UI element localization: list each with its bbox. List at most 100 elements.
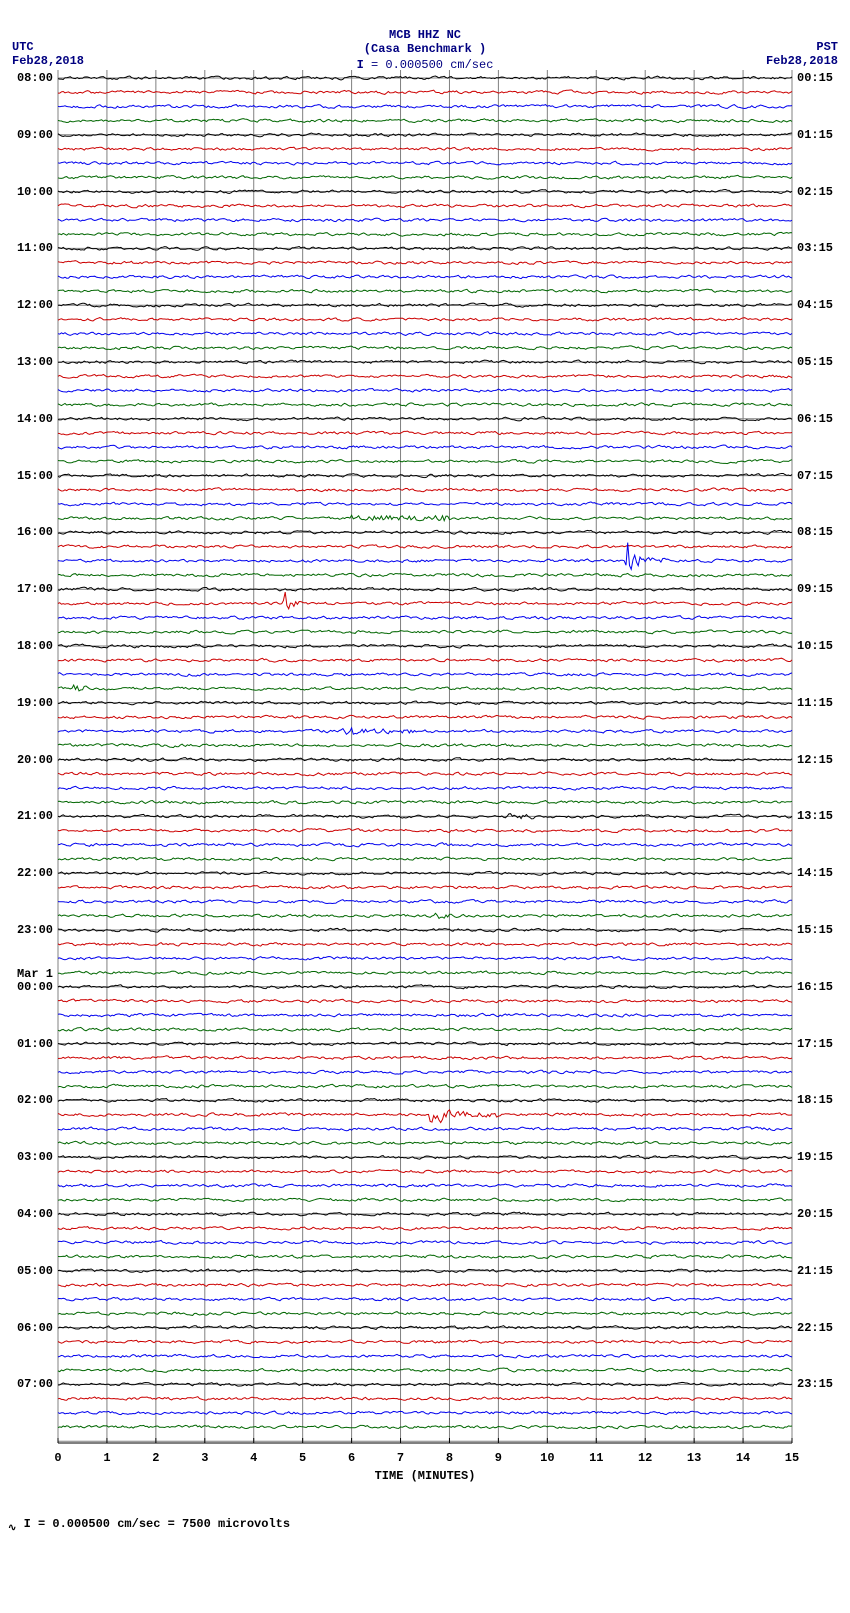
date-rollover-label: Mar 1 (17, 967, 53, 981)
seismogram-trace (58, 1425, 792, 1429)
seismogram-trace (58, 630, 792, 634)
utc-hour-label: 13:00 (17, 355, 53, 369)
utc-hour-label: 22:00 (17, 866, 53, 880)
seismogram-trace (58, 1411, 792, 1415)
seismogram-trace (58, 1013, 792, 1017)
station-line-2: (Casa Benchmark ) (364, 42, 486, 56)
utc-hour-label: 05:00 (17, 1264, 53, 1278)
seismogram-trace (58, 857, 792, 861)
seismogram-trace (58, 374, 792, 378)
utc-hour-label: 21:00 (17, 809, 53, 823)
x-tick-label: 10 (540, 1451, 554, 1465)
utc-hour-label: 17:00 (17, 582, 53, 596)
local-hour-label: 11:15 (797, 696, 833, 710)
seismogram-trace (58, 218, 792, 222)
utc-hour-label: 01:00 (17, 1037, 53, 1051)
seismogram-trace (58, 971, 792, 975)
right-time-axis: 00:1501:1502:1503:1504:1505:1506:1507:15… (795, 70, 850, 1447)
seismogram-trace (58, 1056, 792, 1060)
seismogram-trace (58, 1227, 792, 1231)
seismogram-trace (58, 1110, 792, 1123)
tz-right: PST (816, 40, 838, 54)
seismogram-trace (58, 592, 792, 609)
seismogram-trace (58, 346, 792, 350)
seismogram-trace (58, 999, 792, 1003)
seismogram-trace (58, 459, 792, 463)
utc-hour-label: 09:00 (17, 128, 53, 142)
seismogram-trace (58, 1127, 792, 1131)
local-hour-label: 18:15 (797, 1093, 833, 1107)
x-tick-label: 6 (348, 1451, 355, 1465)
seismogram-trace (58, 90, 792, 94)
utc-hour-label: 16:00 (17, 525, 53, 539)
seismogram-trace (58, 175, 792, 179)
seismogram-trace (58, 105, 792, 109)
seismogram-trace (58, 488, 792, 492)
utc-hour-label: 07:00 (17, 1377, 53, 1391)
local-hour-label: 17:15 (797, 1037, 833, 1051)
seismogram-trace (58, 389, 792, 393)
seismogram-trace (58, 685, 792, 691)
local-hour-label: 05:15 (797, 355, 833, 369)
local-hour-label: 07:15 (797, 469, 833, 483)
seismogram-trace (58, 1255, 792, 1259)
seismogram-trace (58, 616, 792, 620)
date-right: Feb28,2018 (766, 54, 838, 68)
utc-hour-label: 03:00 (17, 1150, 53, 1164)
seismogram-trace (58, 403, 792, 407)
local-hour-label: 00:15 (797, 71, 833, 85)
seismogram-trace (58, 502, 792, 506)
seismogram-trace (58, 204, 792, 208)
seismogram-trace (58, 886, 792, 890)
seismogram-trace (58, 658, 792, 662)
local-hour-label: 01:15 (797, 128, 833, 142)
seismogram-trace (58, 913, 792, 918)
seismogram-trace (58, 942, 792, 946)
seismogram-trace (58, 772, 792, 776)
seismogram-trace (58, 445, 792, 449)
seismogram-trace (58, 275, 792, 279)
seismogram-trace (58, 232, 792, 236)
x-tick-label: 13 (687, 1451, 701, 1465)
local-hour-label: 08:15 (797, 525, 833, 539)
seismogram-trace (58, 801, 792, 805)
seismogram-trace (58, 744, 792, 748)
date-left: Feb28,2018 (12, 54, 84, 68)
seismogram-trace (58, 1027, 792, 1031)
seismogram-trace (58, 545, 792, 549)
utc-hour-label: 04:00 (17, 1207, 53, 1221)
seismogram-trace (58, 1070, 792, 1074)
x-tick-label: 1 (103, 1451, 110, 1465)
utc-hour-label: 00:00 (17, 980, 53, 994)
footer-text: = 0.000500 cm/sec = 7500 microvolts (38, 1517, 290, 1531)
seismogram-trace (58, 431, 792, 435)
utc-hour-label: 23:00 (17, 923, 53, 937)
seismogram-trace (58, 1312, 792, 1316)
utc-hour-label: 15:00 (17, 469, 53, 483)
x-tick-label: 14 (736, 1451, 750, 1465)
local-hour-label: 14:15 (797, 866, 833, 880)
utc-hour-label: 19:00 (17, 696, 53, 710)
seismogram-trace (58, 1368, 792, 1372)
seismogram-trace (58, 247, 792, 251)
x-tick-label: 5 (299, 1451, 306, 1465)
x-tick-label: 9 (495, 1451, 502, 1465)
local-hour-label: 19:15 (797, 1150, 833, 1164)
seismogram-trace (58, 161, 792, 165)
left-time-axis: 08:0009:0010:0011:0012:0013:0014:0015:00… (0, 70, 55, 1447)
x-tick-label: 2 (152, 1451, 159, 1465)
scale-bar-icon: I (16, 1517, 38, 1531)
helicorder-plot: 08:0009:0010:0011:0012:0013:0014:0015:00… (0, 70, 850, 1447)
seismogram-trace (58, 728, 792, 734)
local-hour-label: 12:15 (797, 753, 833, 767)
local-hour-label: 22:15 (797, 1321, 833, 1335)
seismogram-trace (58, 1397, 792, 1401)
seismogram-trace (58, 318, 792, 322)
station-line-1: MCB HHZ NC (389, 28, 461, 42)
seismogram-trace (58, 1354, 792, 1358)
utc-hour-label: 08:00 (17, 71, 53, 85)
local-hour-label: 23:15 (797, 1377, 833, 1391)
seismogram-trace (58, 715, 792, 719)
local-hour-label: 10:15 (797, 639, 833, 653)
header: MCB HHZ NC (Casa Benchmark ) I = 0.00050… (0, 0, 850, 70)
